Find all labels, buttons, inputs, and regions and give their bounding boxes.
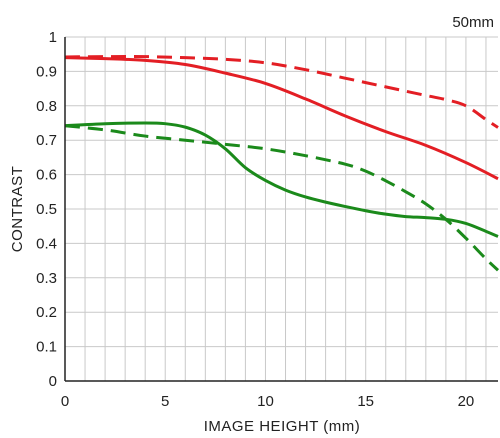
y-tick-label: 0.3 bbox=[36, 270, 57, 287]
series-line-2 bbox=[64, 55, 499, 129]
x-tick-label: 15 bbox=[357, 393, 374, 410]
series-line-3 bbox=[64, 121, 499, 238]
x-tick-label: 0 bbox=[61, 393, 69, 410]
x-tick-label: 5 bbox=[161, 393, 169, 410]
y-tick-label: 0.4 bbox=[36, 235, 57, 252]
y-tick-label: 0.5 bbox=[36, 201, 57, 218]
y-tick-label: 1 bbox=[49, 29, 57, 46]
y-tick-label: 0.6 bbox=[36, 167, 57, 184]
x-tick-label: 20 bbox=[458, 393, 475, 410]
y-tick-label: 0 bbox=[49, 373, 57, 390]
y-tick-label: 0.1 bbox=[36, 339, 57, 356]
series-line-4 bbox=[64, 124, 500, 272]
axes bbox=[64, 37, 498, 382]
y-tick-labels: 0 0.1 0.2 0.3 0.4 0.5 0.6 0.7 0.8 0.9 1 bbox=[36, 29, 57, 390]
series-lines bbox=[64, 55, 500, 272]
grid-lines bbox=[65, 36, 498, 381]
x-tick-label: 10 bbox=[257, 393, 274, 410]
y-tick-label: 0.9 bbox=[36, 63, 57, 80]
x-axis-label: IMAGE HEIGHT (mm) bbox=[204, 418, 361, 435]
x-tick-labels: 0 5 10 15 20 bbox=[61, 393, 474, 410]
y-tick-label: 0.2 bbox=[36, 304, 57, 321]
chart-title: 50mm bbox=[452, 14, 494, 31]
series-line-1 bbox=[64, 56, 499, 181]
y-tick-label: 0.7 bbox=[36, 132, 57, 149]
y-axis-label: CONTRAST bbox=[9, 166, 26, 253]
y-tick-label: 0.8 bbox=[36, 98, 57, 115]
